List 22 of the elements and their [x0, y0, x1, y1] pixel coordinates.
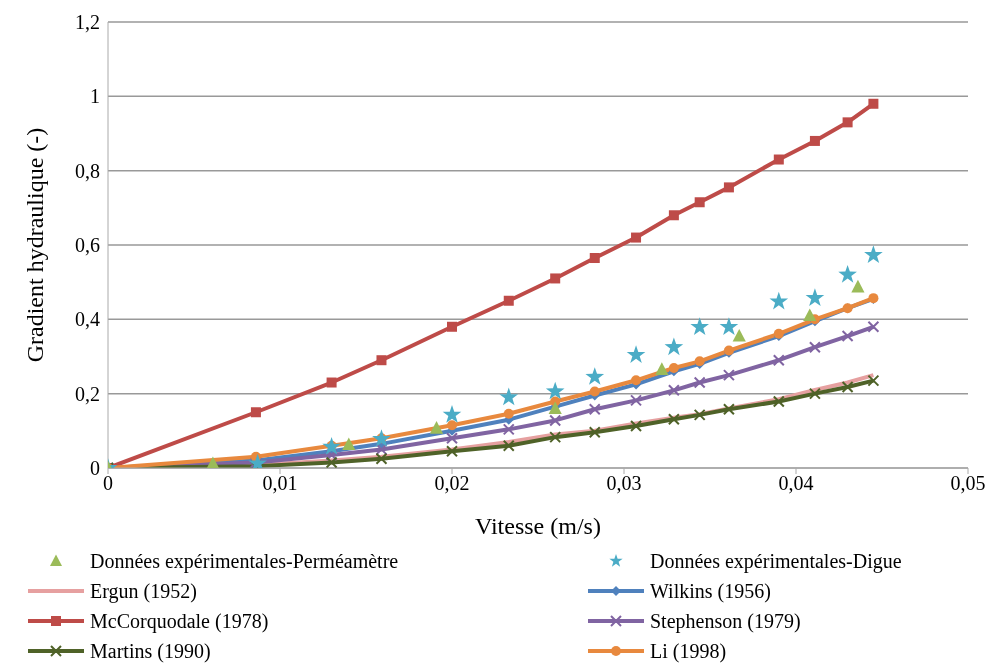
y-tick-label: 0: [90, 457, 100, 480]
legend-label: Li (1998): [650, 639, 727, 663]
y-tick-label: 0,2: [75, 382, 100, 405]
y-tick-label: 0,8: [75, 159, 100, 182]
y-tick-label: 1,2: [75, 11, 100, 34]
x-tick-label: 0,01: [262, 472, 298, 495]
x-tick-label: 0,02: [434, 472, 470, 495]
x-tick-label: 0,05: [950, 472, 986, 495]
legend-label: Ergun (1952): [90, 579, 197, 603]
y-tick-label: 1: [90, 85, 100, 108]
legend-label: Wilkins (1956): [650, 579, 771, 603]
legend-label: Données expérimentales-Perméamètre: [90, 549, 399, 573]
x-tick-label: 0,03: [606, 472, 642, 495]
y-axis-title: Gradient hydraulique (-): [21, 127, 48, 363]
legend-label: Martins (1990): [90, 639, 211, 663]
y-tick-label: 0,4: [75, 308, 100, 331]
legend-label: Stephenson (1979): [650, 609, 801, 633]
legend-label: McCorquodale (1978): [90, 609, 269, 633]
x-axis-title: Vitesse (m/s): [475, 513, 601, 539]
legend-label: Données expérimentales-Digue: [650, 549, 902, 573]
x-tick-label: 0,04: [778, 472, 814, 495]
y-tick-label: 0,6: [75, 234, 100, 257]
